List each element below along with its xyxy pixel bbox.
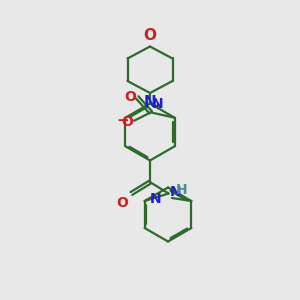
Text: O: O (116, 196, 128, 210)
Text: −: − (116, 113, 129, 128)
Text: N: N (150, 192, 162, 206)
Text: N: N (144, 95, 156, 110)
Text: O: O (143, 28, 157, 43)
Text: H: H (176, 183, 187, 197)
Text: +: + (153, 101, 162, 111)
Text: N: N (152, 97, 164, 111)
Text: N: N (170, 185, 182, 199)
Text: O: O (124, 90, 136, 104)
Text: O: O (121, 115, 133, 129)
